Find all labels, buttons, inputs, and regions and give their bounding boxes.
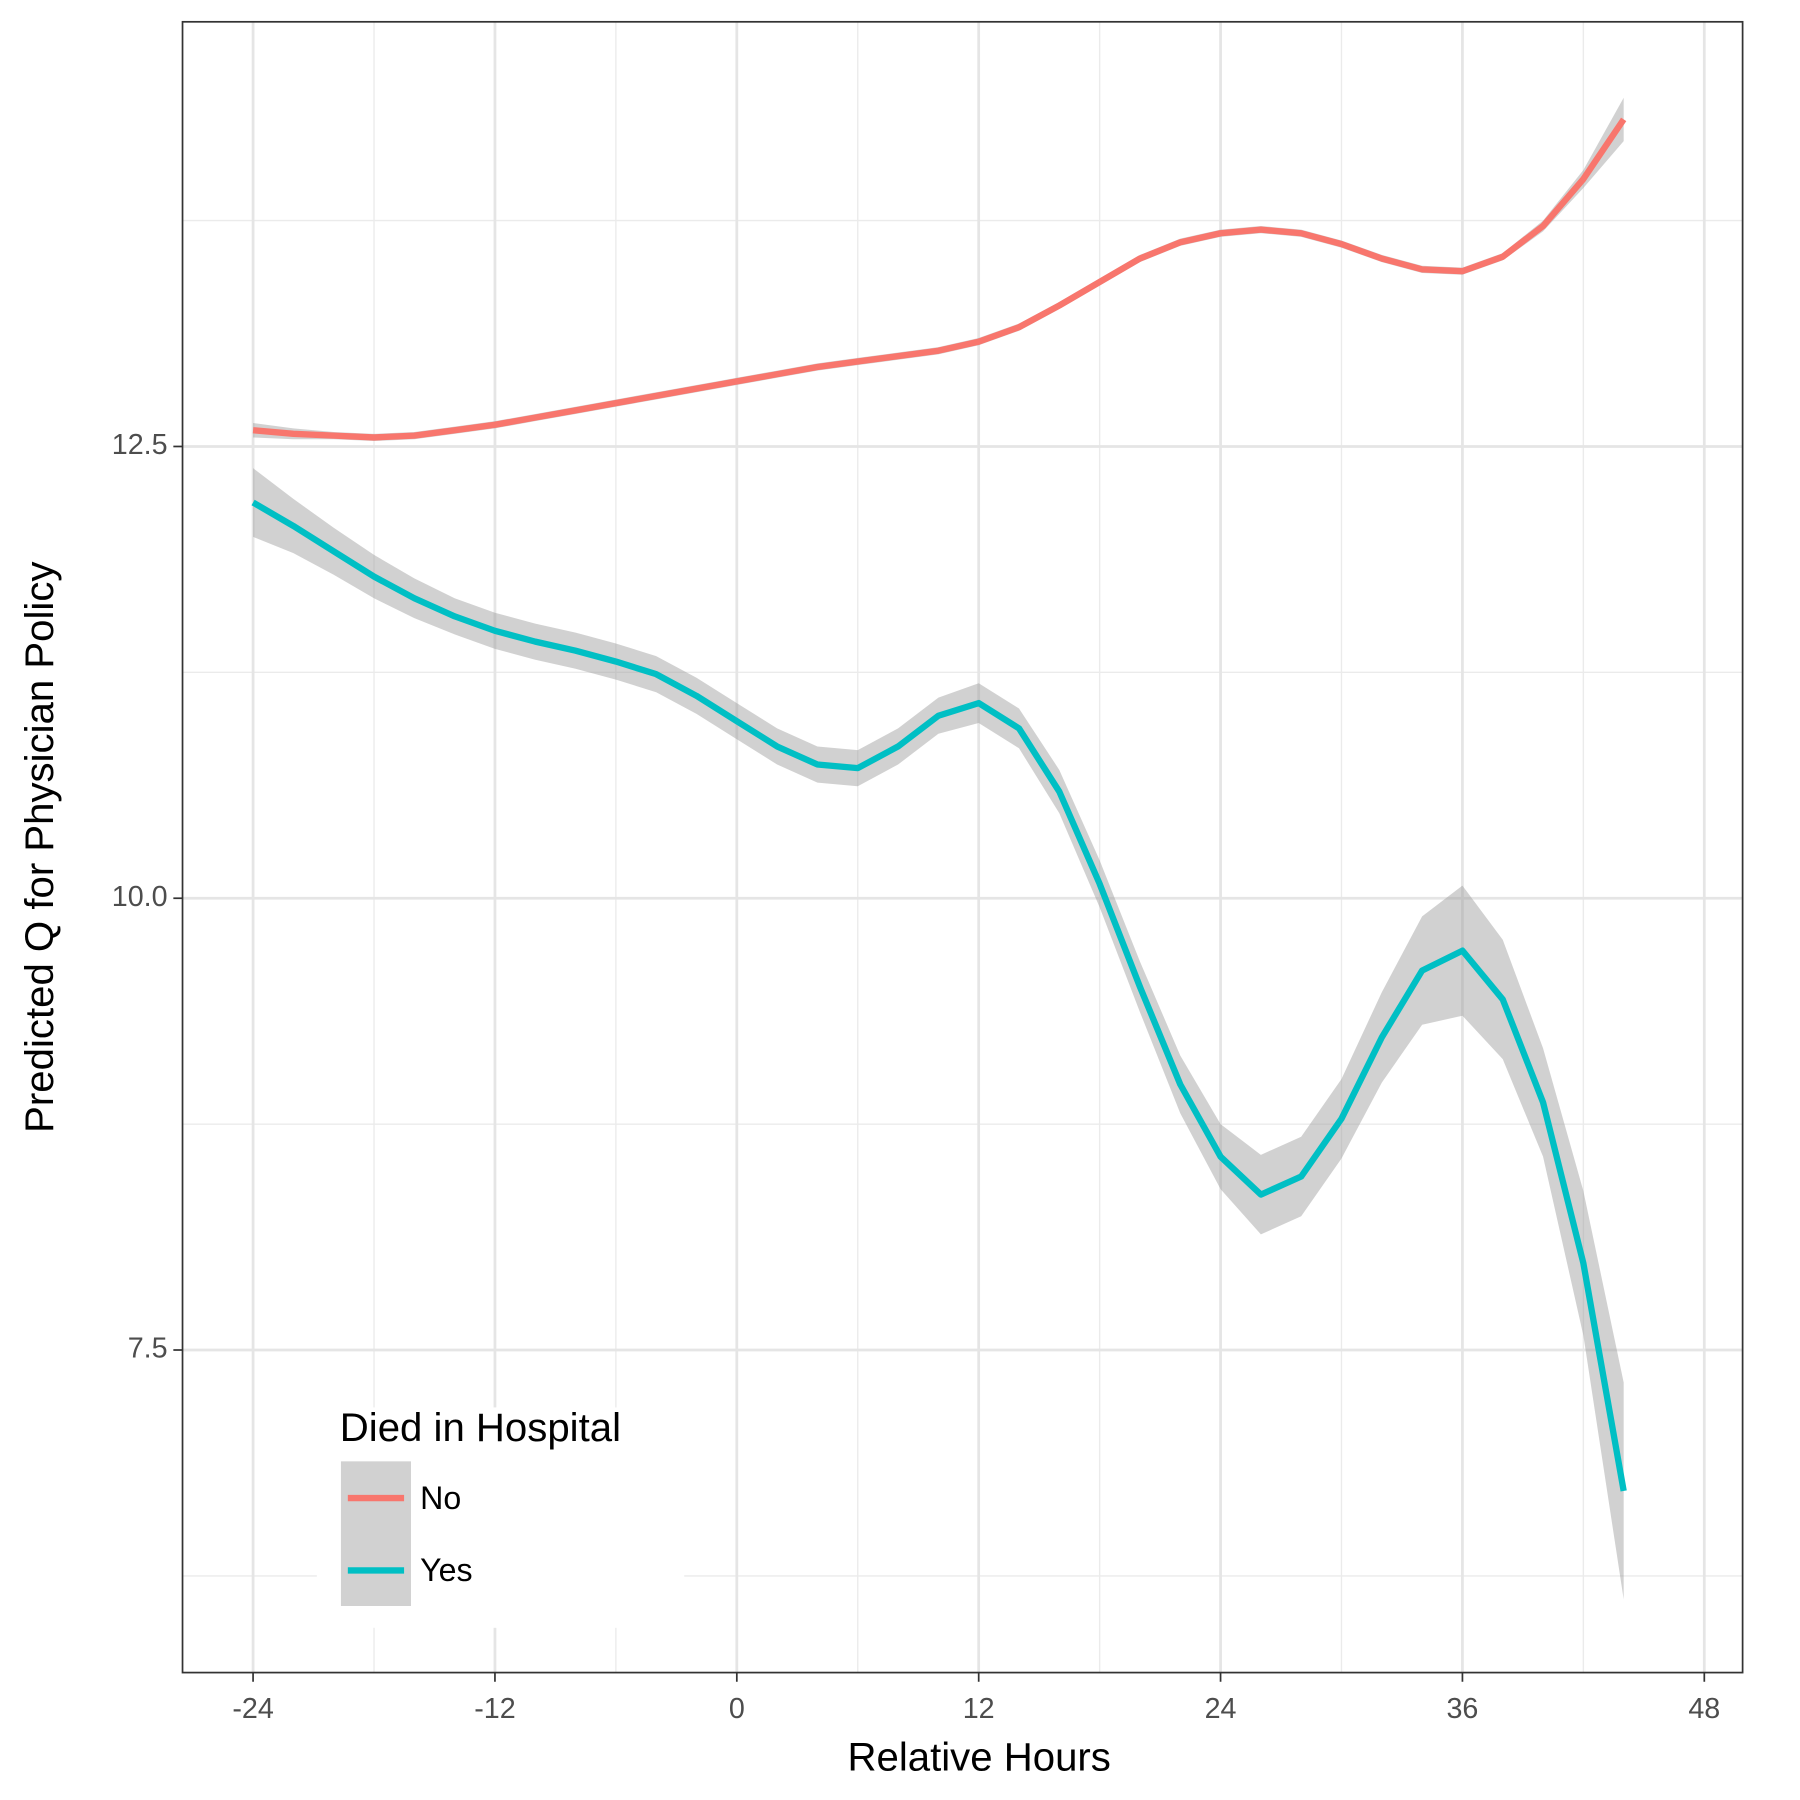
- legend-key-background: [340, 1461, 411, 1606]
- x-axis-title: Relative Hours: [848, 1734, 1111, 1779]
- x-tick-label: -24: [232, 1693, 274, 1725]
- bands: [253, 97, 1624, 1600]
- y-tick-label: 10.0: [112, 881, 168, 913]
- y-tick-label: 12.5: [112, 429, 168, 461]
- grid: [182, 21, 1743, 1673]
- x-tick-label: 36: [1446, 1693, 1478, 1725]
- legend-label: Yes: [420, 1552, 472, 1588]
- legend: Died in Hospital No Yes: [316, 1405, 685, 1628]
- series-line: [252, 117, 1627, 441]
- series-line: [251, 499, 1627, 1492]
- x-tick-label: 12: [963, 1693, 995, 1725]
- axes: -24 -12 0 12 24 36 48 7.5 10.0 12.5: [112, 429, 1721, 1725]
- x-tick-label: 48: [1688, 1693, 1720, 1725]
- legend-background: [316, 1407, 685, 1628]
- x-tick-label: 0: [729, 1693, 745, 1725]
- legend-label: No: [420, 1480, 461, 1516]
- x-tick-label: -12: [474, 1693, 515, 1725]
- legend-title: Died in Hospital: [340, 1405, 621, 1450]
- panel-border: [181, 20, 1744, 1674]
- lines: [251, 117, 1627, 1492]
- confidence-band: [253, 468, 1624, 1600]
- x-tick-label: 24: [1205, 1693, 1237, 1725]
- y-tick-label: 7.5: [128, 1333, 168, 1365]
- y-axis-title: Predicted Q for Physician Policy: [17, 562, 62, 1133]
